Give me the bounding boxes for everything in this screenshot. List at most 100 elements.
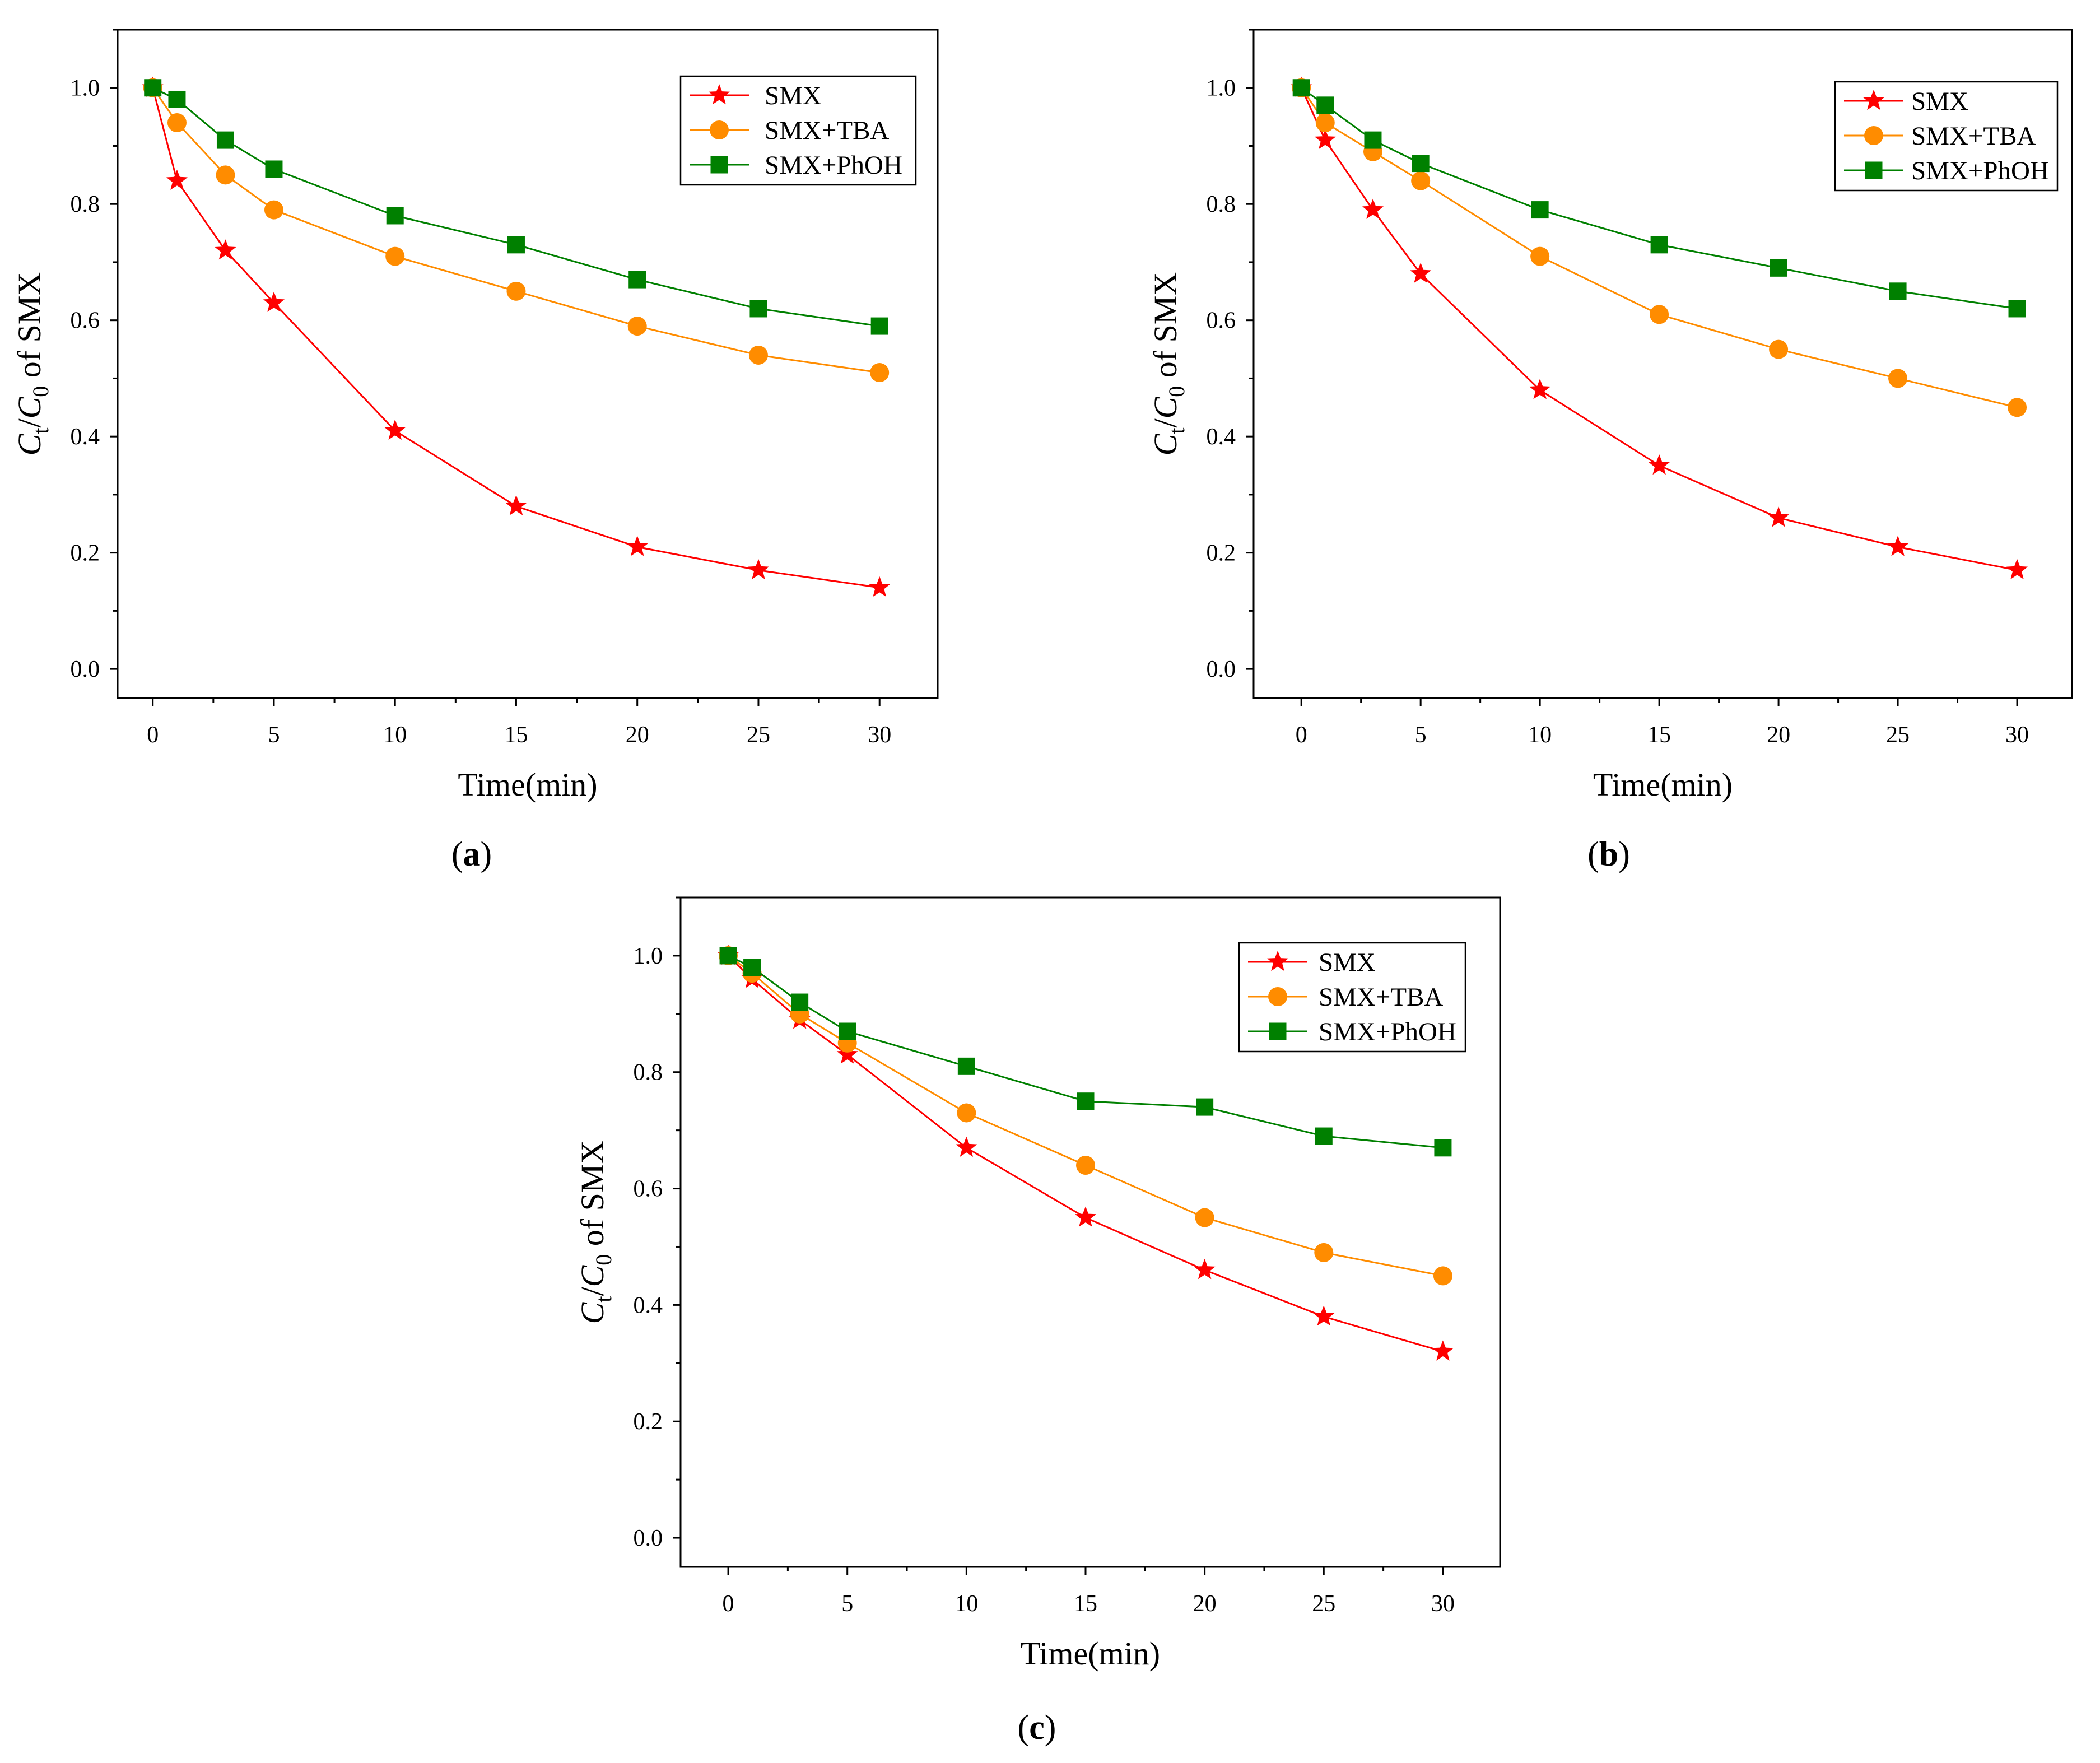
data-point-smx-phoh <box>1650 236 1668 254</box>
data-point-smx-phoh <box>719 947 737 965</box>
panel-letter: a <box>463 835 481 873</box>
x-axis-label: Time(min) <box>1593 766 1733 803</box>
y-axis-label-part: t <box>1164 428 1189 434</box>
data-point-smx-tba <box>385 246 405 266</box>
panel-label: (c) <box>1018 1709 1056 1747</box>
panel-a: 0 5 10 15 20 25 30 0.0 0.2 0.4 0.6 0.8 1.0 SMX SMX+TBA… <box>11 29 939 873</box>
y-axis-label-part: C <box>11 396 48 418</box>
legend-label: SMX+TBA <box>1319 983 1443 1012</box>
x-tick-label: 15 <box>1074 1591 1097 1617</box>
plot-frame <box>117 29 939 699</box>
data-point-smx-tba <box>216 165 235 185</box>
data-point-smx-tba <box>627 317 647 336</box>
data-point-smx <box>384 419 406 440</box>
data-point-smx-tba <box>167 113 187 132</box>
y-tick-label: 0.2 <box>71 541 100 566</box>
y-axis-label-part: C <box>11 433 48 455</box>
panel-paren: ( <box>1587 835 1599 873</box>
data-point-smx <box>1194 1259 1216 1280</box>
data-point-smx-phoh <box>1434 1139 1452 1157</box>
y-tick-label: 0.4 <box>71 424 100 450</box>
data-point-smx <box>747 559 769 579</box>
legend: SMX SMX+TBA SMX+PhOH <box>1238 942 1466 1053</box>
x-tick-label: 15 <box>1647 722 1671 748</box>
legend-marker-smx <box>709 84 730 105</box>
series-smx-tba <box>1292 78 2027 417</box>
x-tick-label: 20 <box>626 722 649 748</box>
legend-entry-smx-tba: SMX+TBA <box>1248 983 1443 1012</box>
x-axis-label: Time(min) <box>1021 1635 1160 1672</box>
data-point-smx <box>263 291 285 312</box>
data-point-smx <box>1313 1305 1335 1326</box>
data-point-smx-tba <box>1411 171 1431 190</box>
x-tick-label: 10 <box>1528 722 1552 748</box>
data-point-smx-phoh <box>1531 201 1549 219</box>
data-point-smx-phoh <box>1412 155 1430 173</box>
data-point-smx-tba <box>748 345 768 365</box>
data-point-smx-phoh <box>628 271 646 289</box>
x-tick-label: 30 <box>1431 1591 1455 1617</box>
y-axis-label-part: / <box>574 1287 611 1296</box>
data-point-smx-tba <box>1530 246 1550 266</box>
axes: 0 5 10 15 20 25 30 0.0 0.2 0.4 0.6 0.8 1.0 <box>634 896 1501 1617</box>
data-point-smx-tba <box>1195 1208 1214 1227</box>
panel-letter: b <box>1599 835 1618 873</box>
x-axis-label: Time(min) <box>458 766 597 803</box>
y-tick-label: 0.6 <box>1207 308 1236 334</box>
data-point-smx-phoh <box>2008 300 2026 318</box>
plot-frame <box>1252 29 2073 699</box>
data-point-smx-tba <box>1314 1243 1334 1262</box>
x-tick-label: 25 <box>747 722 770 748</box>
legend-label: SMX <box>765 81 822 110</box>
legend-entry-smx-tba: SMX+TBA <box>690 116 889 145</box>
data-point-smx-tba <box>1433 1266 1452 1286</box>
data-point-smx-tba <box>506 281 526 301</box>
data-point-smx-phoh <box>743 959 761 976</box>
plot-area <box>1291 76 2028 579</box>
panel-label: (b) <box>1587 835 1630 873</box>
data-point-smx-phoh <box>1315 1127 1333 1145</box>
data-point-smx-tba <box>870 363 890 383</box>
y-tick-label: 0.0 <box>634 1525 663 1551</box>
y-axis-label-part: C <box>574 1264 611 1287</box>
x-tick-label: 20 <box>1193 1591 1217 1617</box>
axes: 0 5 10 15 20 25 30 0.0 0.2 0.4 0.6 0.8 1.0 <box>71 29 939 748</box>
data-point-smx <box>1432 1340 1454 1361</box>
y-axis-label: Ct/C0 of SMX <box>1147 272 1189 456</box>
y-tick-label: 0.2 <box>1207 541 1236 566</box>
data-point-smx <box>215 239 236 260</box>
legend-label: SMX+PhOH <box>1319 1017 1456 1046</box>
legend-marker-smx-phoh <box>710 156 728 174</box>
panel-paren: ( <box>1018 1709 1030 1747</box>
data-point-smx-tba <box>957 1103 976 1123</box>
data-point-smx-phoh <box>1889 282 1907 300</box>
y-axis-label-part: C <box>574 1301 611 1324</box>
axes: 0 5 10 15 20 25 30 0.0 0.2 0.4 0.6 0.8 1.0 <box>1207 29 2073 748</box>
data-point-smx <box>1529 379 1551 399</box>
legend-entry-smx: SMX <box>690 81 822 110</box>
y-axis-label-part: 0 <box>1164 386 1189 397</box>
data-point-smx <box>1649 454 1670 475</box>
y-tick-label: 0.0 <box>1207 657 1236 682</box>
y-tick-label: 0.0 <box>71 657 100 682</box>
legend: SMX SMX+TBA SMX+PhOH <box>1834 81 2059 192</box>
legend-marker-smx-tba <box>1864 126 1883 145</box>
y-axis-label-part: t <box>591 1296 616 1303</box>
y-axis-label-part: 0 <box>28 386 53 397</box>
x-tick-label: 25 <box>1886 722 1910 748</box>
data-point-smx <box>1768 506 1790 527</box>
legend-marker-smx <box>1267 951 1288 971</box>
data-point-smx-tba <box>1075 1156 1095 1175</box>
panel-c: 0 5 10 15 20 25 30 0.0 0.2 0.4 0.6 0.8 1.0 SMX SMX+TBA… <box>574 896 1501 1747</box>
panel-paren: ( <box>451 835 463 873</box>
legend-marker-smx <box>1863 90 1884 110</box>
y-tick-label: 0.8 <box>634 1060 663 1086</box>
series-smx-phoh <box>144 79 888 335</box>
x-tick-label: 30 <box>2005 722 2029 748</box>
y-tick-label: 1.0 <box>1207 76 1236 101</box>
data-point-smx-phoh <box>144 79 162 97</box>
data-point-smx <box>956 1136 977 1157</box>
x-tick-label: 0 <box>723 1591 734 1617</box>
y-axis-label-part: / <box>1147 418 1184 428</box>
y-tick-label: 0.8 <box>1207 192 1236 217</box>
